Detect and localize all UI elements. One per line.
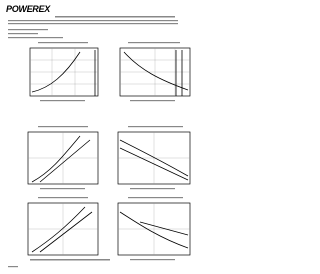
company-logo: POWEREX <box>6 4 50 14</box>
chart-frames <box>27 47 191 256</box>
header-text-lines <box>8 16 178 39</box>
datasheet-page: POWEREX <box>6 4 191 268</box>
grid-lines <box>28 48 190 255</box>
caption-text-lines <box>8 42 183 268</box>
chart-curves <box>31 50 189 253</box>
page-graphics <box>8 16 191 268</box>
